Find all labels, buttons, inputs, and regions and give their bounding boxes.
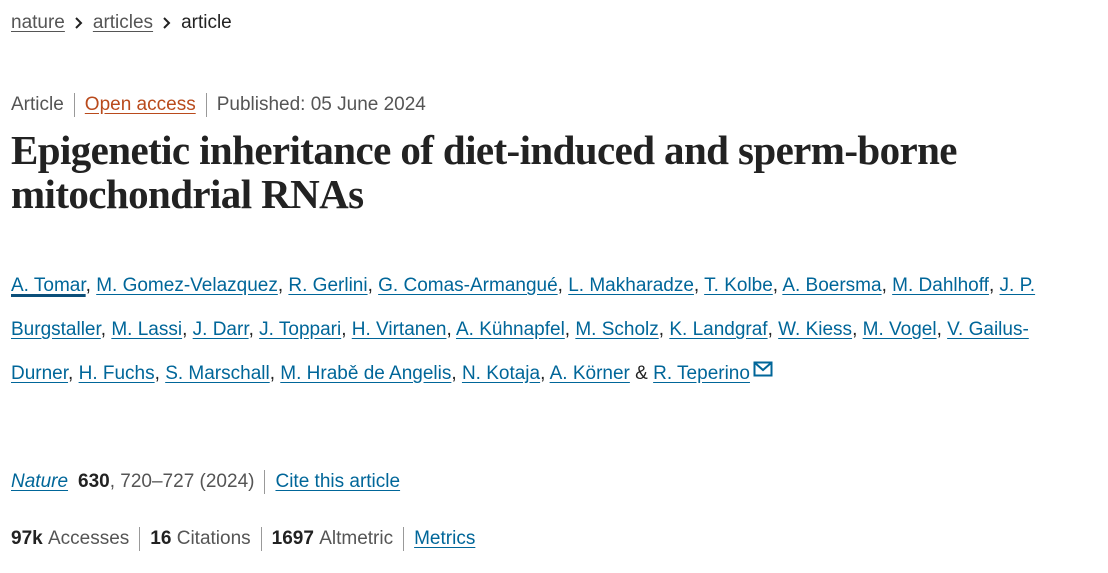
author-link[interactable]: J. Toppari bbox=[259, 319, 342, 340]
separator: , bbox=[852, 319, 858, 340]
author-link[interactable]: A. Kühnapfel bbox=[455, 319, 565, 340]
divider bbox=[403, 527, 405, 551]
author-link[interactable]: J. P. Burgstaller bbox=[11, 275, 1036, 340]
accesses-count: 97k bbox=[11, 528, 43, 549]
separator: , bbox=[540, 363, 546, 384]
accesses-label: Accesses bbox=[47, 528, 130, 549]
article-type: Article bbox=[11, 94, 64, 115]
separator: , bbox=[658, 319, 665, 340]
metrics: 97k Accesses 16 Citations 1697 Altmetric… bbox=[11, 527, 475, 551]
breadcrumb-current: article bbox=[181, 12, 232, 33]
altmetric-label: Altmetric bbox=[319, 528, 394, 549]
author-link[interactable]: M. Gomez-Velazquez bbox=[96, 275, 278, 296]
chevron bbox=[75, 17, 83, 29]
separator: , bbox=[100, 319, 107, 340]
open-access-link[interactable]: Open access bbox=[84, 94, 196, 115]
author-link[interactable]: N. Kotaja bbox=[461, 363, 541, 384]
divider bbox=[139, 527, 141, 551]
author-link[interactable]: M. Scholz bbox=[575, 319, 659, 340]
citation: Nature 630 , 720–727 (2024) Cite this ar… bbox=[11, 470, 400, 494]
altmetric-count: 1697 bbox=[271, 528, 314, 549]
author-link[interactable]: M. Hrabě de Angelis bbox=[280, 363, 452, 384]
separator: , bbox=[85, 275, 91, 296]
separator: , bbox=[767, 319, 773, 340]
citations-count: 16 bbox=[150, 528, 172, 549]
breadcrumb-link[interactable]: nature bbox=[11, 12, 65, 33]
author-link[interactable]: R. Gerlini bbox=[288, 275, 368, 296]
separator: , bbox=[693, 275, 700, 296]
author-link[interactable]: G. Comas-Armangué bbox=[378, 275, 558, 296]
separator: , bbox=[341, 319, 347, 340]
separator: , bbox=[564, 319, 571, 340]
separator: , bbox=[988, 275, 995, 296]
author-link[interactable]: M. Dahlhoff bbox=[892, 275, 989, 296]
author-link[interactable]: S. Marschall bbox=[165, 363, 270, 384]
author-link[interactable]: A. Boersma bbox=[782, 275, 882, 296]
divider bbox=[73, 93, 75, 117]
separator: , bbox=[772, 275, 779, 296]
conjunction: & bbox=[635, 363, 648, 384]
separator: , bbox=[269, 363, 275, 384]
separator: , bbox=[446, 319, 452, 340]
author-link[interactable]: M. Lassi bbox=[111, 319, 183, 340]
author-link[interactable]: K. Landgraf bbox=[669, 319, 768, 340]
separator: , bbox=[451, 363, 457, 384]
author-link[interactable]: M. Vogel bbox=[862, 319, 937, 340]
article-title: Epigenetic inheritance of diet-induced a… bbox=[11, 127, 957, 217]
metrics-link[interactable]: Metrics bbox=[414, 528, 476, 549]
author-link[interactable]: A. Tomar bbox=[11, 275, 86, 296]
journal-link[interactable]: Nature bbox=[11, 471, 69, 492]
separator: , bbox=[367, 275, 373, 296]
author-link[interactable]: L. Makharadze bbox=[568, 275, 694, 296]
divider bbox=[260, 527, 262, 551]
author-link[interactable]: H. Fuchs bbox=[78, 363, 155, 384]
author-link[interactable]: V. Gailus-Durner bbox=[11, 319, 1029, 384]
author-link[interactable]: R. Teperino bbox=[653, 363, 750, 384]
separator: , bbox=[248, 319, 254, 340]
author-link[interactable]: W. Kiess bbox=[778, 319, 853, 340]
published-date: Published: 05 June 2024 bbox=[216, 94, 426, 115]
author-link[interactable]: T. Kolbe bbox=[704, 275, 773, 296]
separator: , bbox=[154, 363, 160, 384]
volume: 630 bbox=[78, 471, 110, 492]
author-link[interactable]: J. Darr bbox=[192, 319, 249, 340]
citations-label: Citations bbox=[176, 528, 251, 549]
separator: , bbox=[182, 319, 188, 340]
separator: , bbox=[936, 319, 942, 340]
breadcrumb-link[interactable]: articles bbox=[92, 12, 154, 33]
breadcrumb: nature articles article bbox=[11, 12, 232, 34]
divider bbox=[205, 93, 207, 117]
separator: , bbox=[557, 275, 563, 296]
divider bbox=[264, 470, 266, 494]
cite-link[interactable]: Cite this article bbox=[275, 471, 401, 492]
email-icon[interactable] bbox=[753, 361, 773, 377]
separator: , bbox=[277, 275, 284, 296]
separator: , bbox=[68, 363, 74, 384]
author-link[interactable]: H. Virtanen bbox=[351, 319, 447, 340]
separator: , bbox=[881, 275, 887, 296]
chevron bbox=[163, 17, 171, 29]
author-link[interactable]: A. Körner bbox=[549, 363, 630, 384]
article-meta: Article Open access Published: 05 June 2… bbox=[11, 93, 426, 117]
author-list: A. Tomar, M. Gomez-Velazquez, R. Gerlini… bbox=[11, 264, 1071, 396]
pages-year: , 720–727 (2024) bbox=[109, 471, 255, 492]
